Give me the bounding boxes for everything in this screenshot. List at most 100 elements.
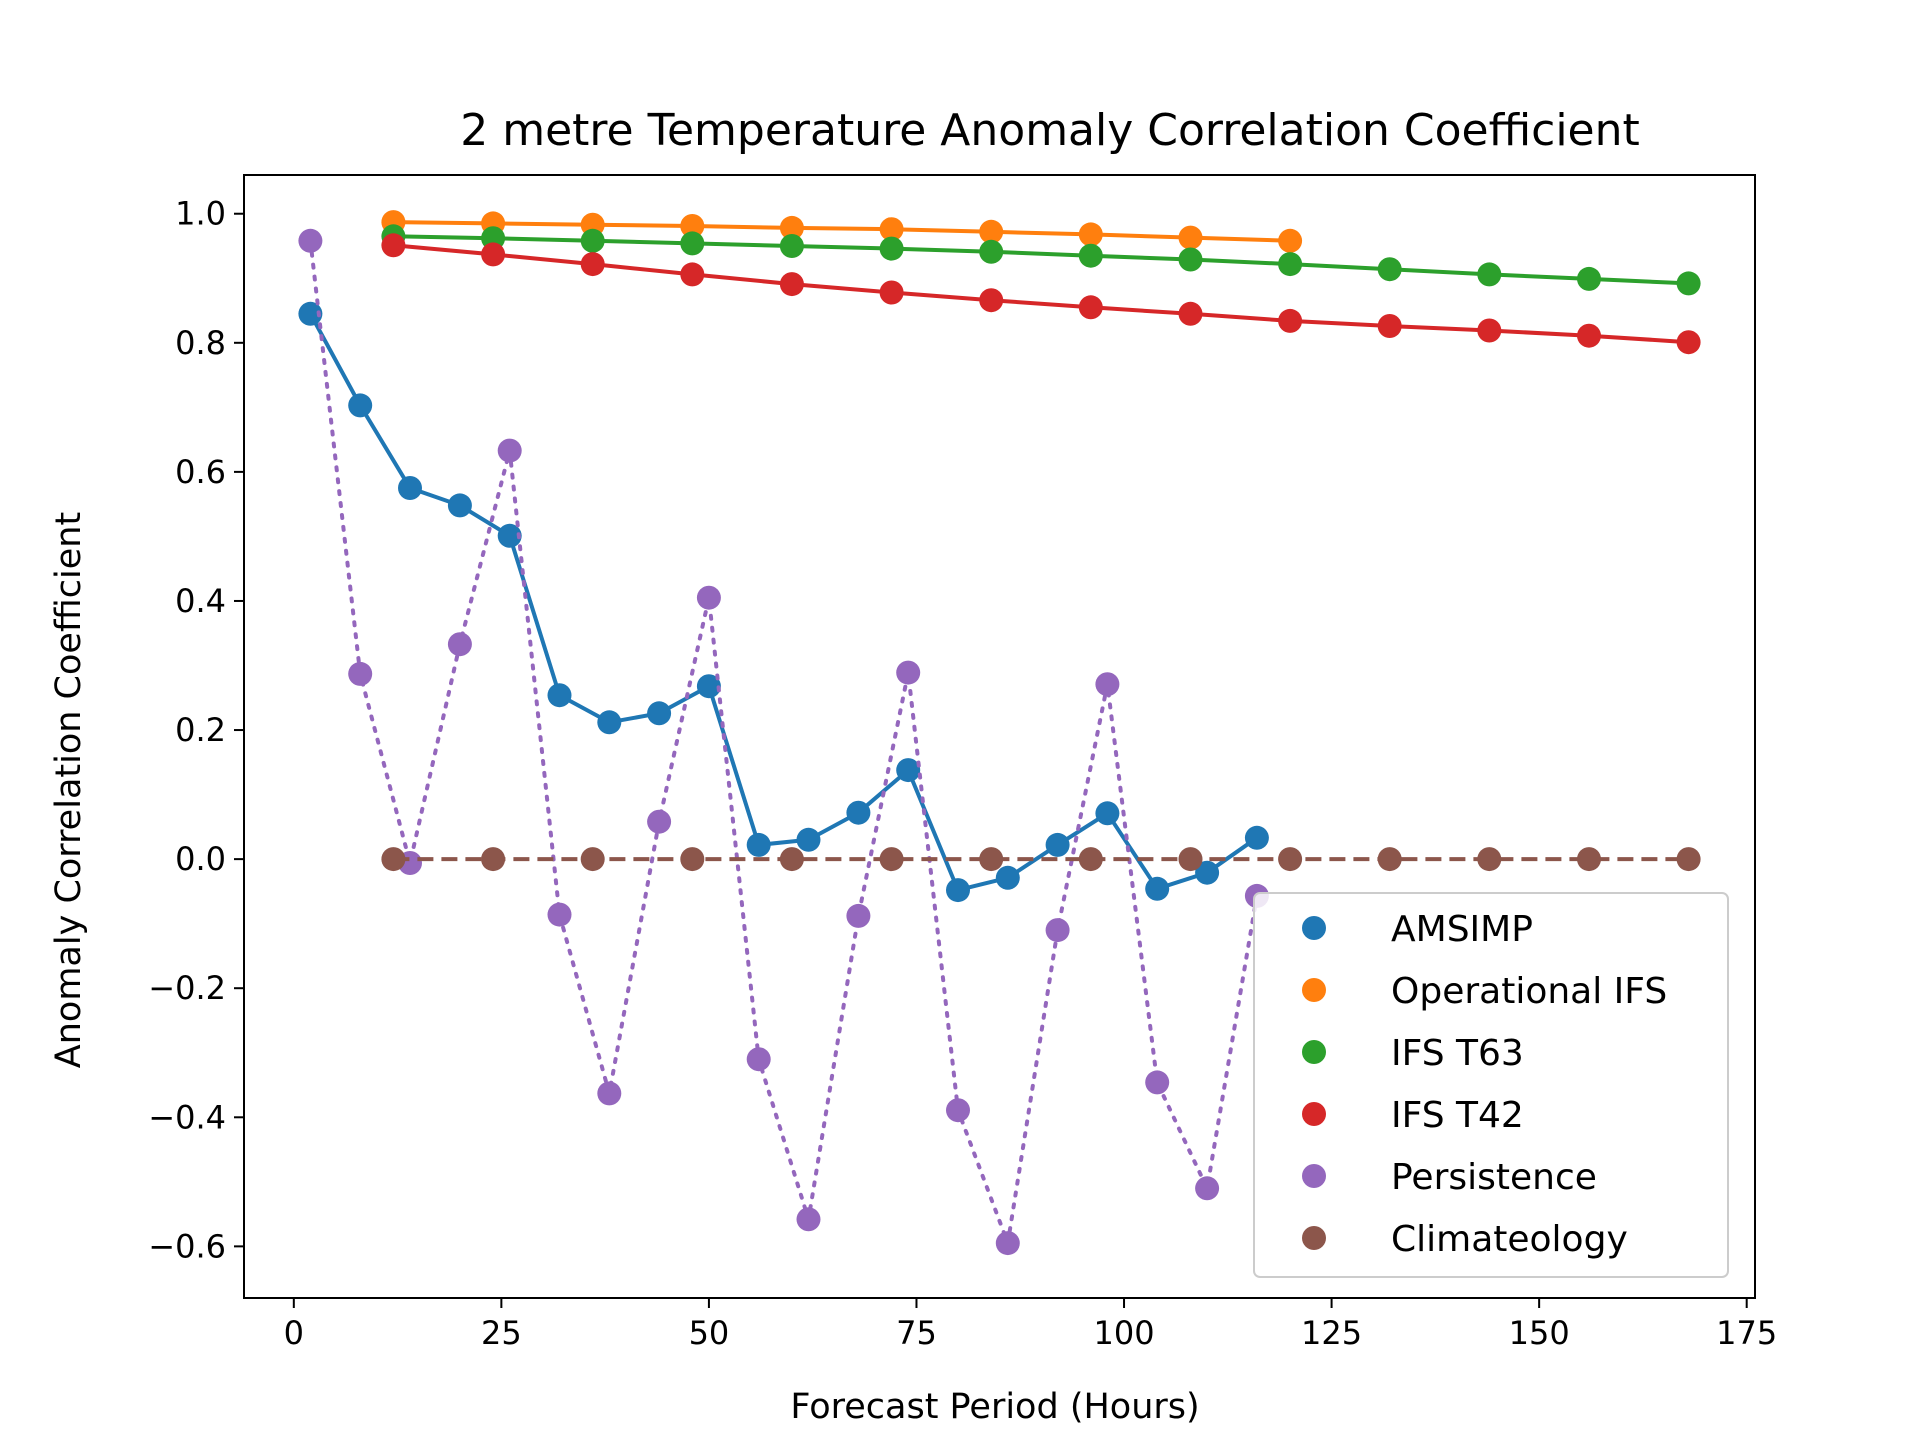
series-amsimp bbox=[298, 301, 1269, 903]
data-point bbox=[1145, 1070, 1170, 1095]
y-tick-label: −0.6 bbox=[148, 1227, 226, 1265]
x-tick-label: 125 bbox=[1301, 1314, 1362, 1352]
legend-marker bbox=[1302, 1226, 1326, 1250]
legend-entry: IFS T63 bbox=[1302, 1033, 1524, 1074]
data-point bbox=[1078, 295, 1103, 320]
data-point bbox=[547, 683, 572, 708]
series-ifs-t42 bbox=[381, 233, 1701, 355]
data-point bbox=[647, 809, 672, 834]
legend-entry: AMSIMP bbox=[1302, 909, 1533, 950]
data-point bbox=[1078, 222, 1103, 247]
data-point bbox=[696, 674, 721, 699]
plot-area bbox=[298, 210, 1701, 1256]
legend-label: AMSIMP bbox=[1391, 909, 1533, 950]
data-point bbox=[647, 701, 672, 726]
data-point bbox=[796, 827, 821, 852]
data-point bbox=[979, 847, 1004, 872]
data-point bbox=[995, 1231, 1020, 1256]
series-line bbox=[393, 220, 1291, 243]
y-tick-label: 1.0 bbox=[175, 195, 226, 233]
data-point bbox=[746, 832, 771, 857]
y-tick-label: 0.0 bbox=[175, 840, 226, 878]
data-point bbox=[497, 523, 522, 548]
legend-marker bbox=[1302, 1102, 1326, 1126]
data-point bbox=[680, 214, 705, 238]
data-point bbox=[1477, 318, 1502, 343]
data-point bbox=[680, 231, 705, 256]
data-point bbox=[1477, 262, 1502, 287]
data-point bbox=[1278, 228, 1303, 253]
data-point bbox=[447, 493, 472, 518]
data-point bbox=[1278, 847, 1303, 872]
data-point bbox=[348, 393, 373, 418]
data-point bbox=[580, 252, 605, 277]
chart-title: 2 metre Temperature Anomaly Correlation … bbox=[460, 105, 1640, 156]
data-point bbox=[298, 228, 323, 253]
y-tick-label: −0.4 bbox=[148, 1098, 226, 1136]
data-point bbox=[1577, 266, 1601, 291]
data-point bbox=[1477, 847, 1502, 872]
data-point bbox=[746, 1047, 771, 1072]
data-point bbox=[779, 234, 804, 258]
data-point bbox=[946, 878, 970, 903]
data-point bbox=[1377, 847, 1402, 872]
data-point bbox=[946, 1098, 970, 1123]
data-point bbox=[696, 585, 721, 610]
data-point bbox=[1045, 832, 1070, 857]
series-line bbox=[308, 238, 1259, 1246]
data-point bbox=[879, 847, 904, 872]
data-point bbox=[979, 288, 1004, 313]
legend-marker bbox=[1302, 916, 1326, 940]
legend-entry: IFS T42 bbox=[1302, 1095, 1524, 1136]
data-point bbox=[1045, 918, 1070, 943]
legend-label: Operational IFS bbox=[1391, 971, 1667, 1012]
legend-label: Climateology bbox=[1391, 1219, 1628, 1260]
legend-label: Persistence bbox=[1391, 1157, 1597, 1198]
data-point bbox=[1178, 225, 1203, 250]
data-point bbox=[846, 903, 871, 928]
data-point bbox=[1195, 860, 1220, 885]
data-point bbox=[1278, 308, 1303, 333]
x-axis-label: Forecast Period (Hours) bbox=[790, 1387, 1199, 1427]
data-point bbox=[381, 233, 406, 258]
data-point bbox=[1178, 847, 1203, 872]
data-point bbox=[1078, 243, 1103, 268]
x-tick-label: 150 bbox=[1509, 1314, 1570, 1352]
data-point bbox=[779, 272, 804, 297]
data-point bbox=[497, 438, 522, 463]
legend: AMSIMP Operational IFS IFS T63 IFS T42 Persi… bbox=[1253, 892, 1729, 1278]
data-point bbox=[1195, 1176, 1220, 1201]
series-line bbox=[393, 243, 1689, 345]
legend-label: IFS T42 bbox=[1391, 1095, 1524, 1136]
legend-frame bbox=[1253, 892, 1729, 1278]
x-tick-label: 50 bbox=[689, 1314, 730, 1352]
axes-frame bbox=[243, 174, 1756, 1299]
data-point bbox=[896, 660, 921, 685]
y-axis-label: Anomaly Correlation Coefficient bbox=[49, 512, 89, 1068]
data-point bbox=[481, 242, 506, 267]
data-point bbox=[1278, 252, 1303, 277]
data-point bbox=[779, 847, 804, 872]
data-point bbox=[680, 262, 705, 287]
legend-marker bbox=[1302, 1164, 1326, 1188]
data-point bbox=[348, 661, 373, 686]
data-point bbox=[879, 236, 904, 261]
series-climateology bbox=[381, 847, 1701, 872]
data-point bbox=[447, 632, 472, 657]
data-point bbox=[680, 847, 705, 872]
data-point bbox=[995, 865, 1020, 890]
x-tick-label: 25 bbox=[481, 1314, 522, 1352]
x-tick-label: 75 bbox=[896, 1314, 937, 1352]
data-point bbox=[580, 228, 605, 253]
x-tick-label: 175 bbox=[1716, 1314, 1777, 1352]
data-point bbox=[1078, 847, 1103, 872]
data-point bbox=[481, 847, 506, 872]
legend-marker bbox=[1302, 1040, 1326, 1064]
series-line bbox=[393, 234, 1689, 286]
y-tick-label: −0.2 bbox=[148, 969, 226, 1007]
data-point bbox=[398, 476, 422, 500]
data-point bbox=[381, 847, 406, 872]
data-point bbox=[298, 301, 323, 326]
series-operational-ifs bbox=[381, 210, 1303, 253]
